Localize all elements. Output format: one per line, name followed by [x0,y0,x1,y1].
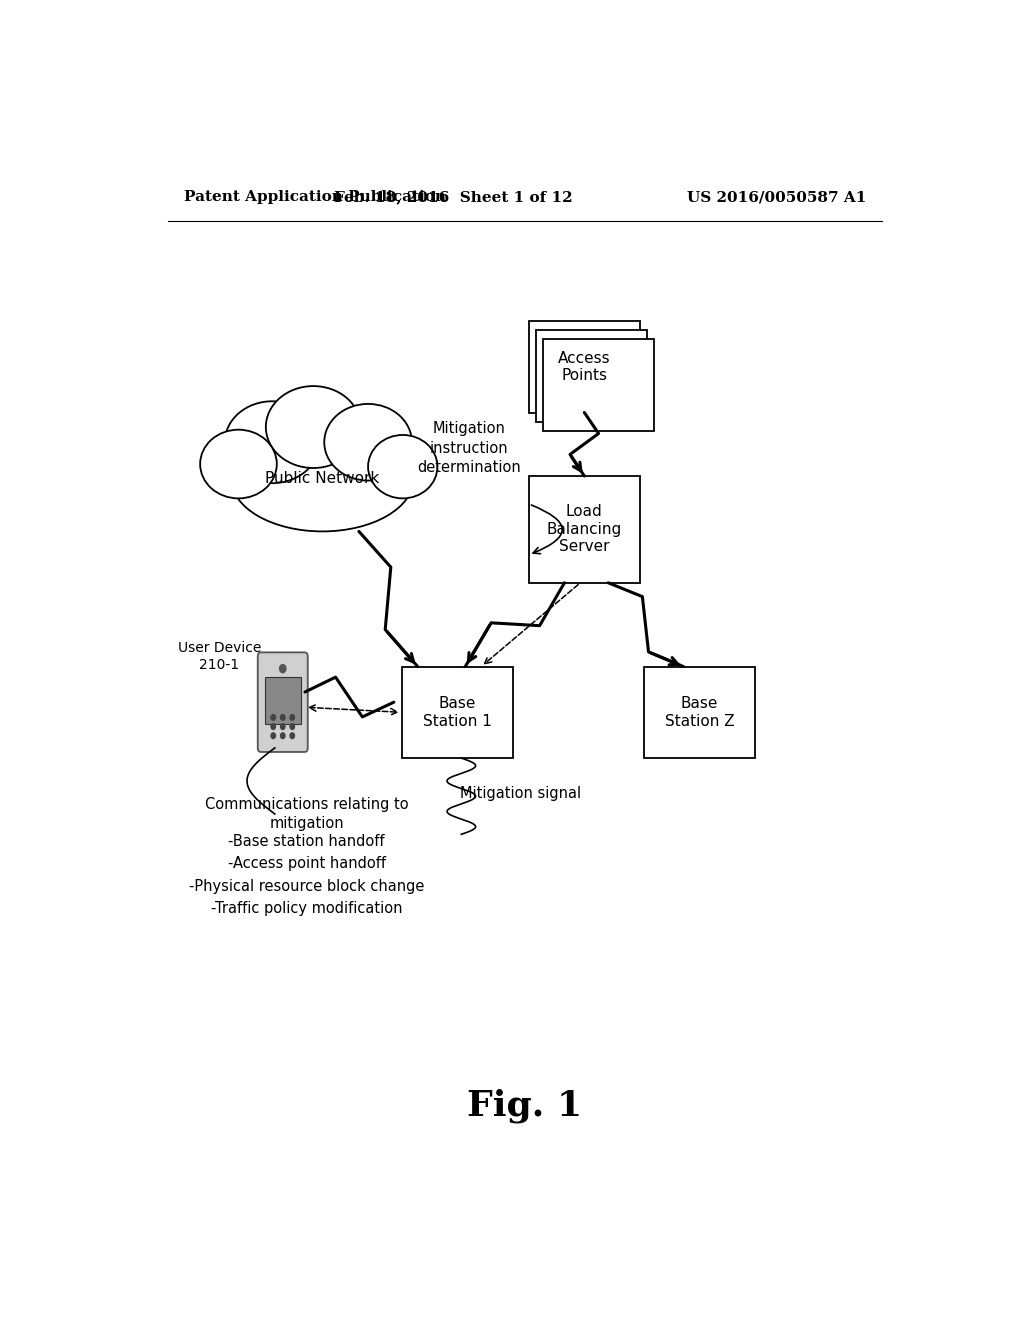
Bar [543,339,654,430]
Text: -Base station handoff
-Access point handoff
-Physical resource block change
-Tra: -Base station handoff -Access point hand… [188,834,424,916]
Bar [528,477,640,582]
Circle shape [271,733,275,739]
FancyArrowPatch shape [531,506,562,553]
Text: User Device
210-1: User Device 210-1 [177,642,261,672]
Text: Feb. 18, 2016  Sheet 1 of 12: Feb. 18, 2016 Sheet 1 of 12 [334,190,572,205]
Ellipse shape [231,426,414,532]
Text: Base
Station Z: Base Station Z [665,696,734,729]
Text: US 2016/0050587 A1: US 2016/0050587 A1 [687,190,866,205]
Bar [401,667,513,758]
Text: Patent Application Publication: Patent Application Publication [183,190,445,205]
FancyBboxPatch shape [258,652,308,752]
Text: Access
Points: Access Points [558,351,610,383]
Text: Base
Station 1: Base Station 1 [423,696,492,729]
Ellipse shape [325,404,412,480]
Circle shape [281,714,285,721]
Text: Mitigation signal: Mitigation signal [460,787,582,801]
Circle shape [271,714,275,721]
Ellipse shape [225,401,319,483]
Bar [528,321,640,412]
Bar [644,667,755,758]
Circle shape [281,733,285,739]
Text: Mitigation
instruction
determination: Mitigation instruction determination [418,421,521,475]
Bar [265,677,301,725]
Ellipse shape [368,436,437,499]
Circle shape [280,664,286,673]
Ellipse shape [200,430,276,499]
Circle shape [290,723,295,730]
Circle shape [271,723,275,730]
Circle shape [290,714,295,721]
Text: Load
Balancing
Server: Load Balancing Server [547,504,622,554]
Text: Communications relating to
mitigation: Communications relating to mitigation [205,796,409,832]
Ellipse shape [266,385,360,469]
Circle shape [290,733,295,739]
Text: Public Network: Public Network [265,471,380,486]
Bar [536,330,647,421]
Circle shape [281,723,285,730]
Text: Fig. 1: Fig. 1 [467,1089,583,1123]
